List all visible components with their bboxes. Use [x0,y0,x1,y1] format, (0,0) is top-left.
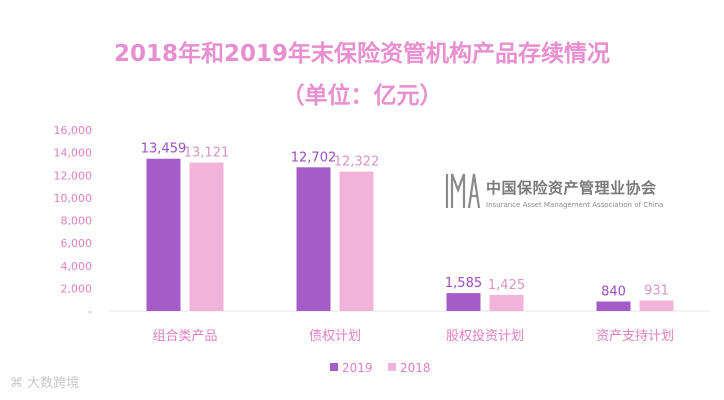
bar-2018-1 [189,162,224,311]
bar-2019-3 [446,293,481,311]
y-tick-label: 6,000 [61,237,93,250]
y-tick-label: 14,000 [54,147,93,160]
association-name-en: Insurance Asset Management Association o… [486,201,664,209]
y-tick-label: 10,000 [54,192,93,205]
iamac-logo-icon [445,173,481,209]
watermark: ⌘ 大数跨境 [10,372,79,391]
bar-2019-2 [296,167,331,311]
x-tick-label: 资产支持计划 [596,329,674,344]
x-tick-label: 债权计划 [309,328,361,344]
y-tick-label: 2,000 [61,282,93,295]
chart-title: 2018年和2019年末保险资管机构产品存续情况 [113,41,611,67]
data-label-2018-3: 1,425 [488,278,525,293]
data-label-2019-2: 12,702 [291,150,337,165]
bar-2018-4 [639,300,674,311]
data-label-2018-4: 931 [644,283,669,298]
association-logo: 中国保险资产管理业协会 Insurance Asset Management A… [486,177,663,209]
association-name-cn: 中国保险资产管理业协会 [486,179,657,197]
bar-2019-1 [146,158,181,311]
x-tick-label: 组合类产品 [152,329,217,344]
legend-label-2018: 2018 [400,361,431,375]
legend-swatch-2018 [388,363,396,371]
data-label-2018-2: 12,322 [334,155,380,170]
data-label-2019-1: 13,459 [141,142,187,157]
y-tick-label: 12,000 [54,169,93,182]
wechat-icon: ⌘ [10,376,23,391]
bar-2018-3 [489,294,524,311]
bar-2018-2 [339,171,374,311]
y-tick-label: 4,000 [61,260,93,273]
y-tick-label: 16,000 [54,124,93,137]
legend-swatch-2019 [330,363,338,371]
bar-2019-4 [596,301,631,311]
data-label-2019-4: 840 [601,284,626,299]
data-label-2018-1: 13,121 [184,146,230,161]
y-tick-label: 8,000 [61,215,93,228]
watermark-text: 大数跨境 [27,376,80,391]
x-tick-label: 股权投资计划 [446,328,524,344]
chart-subtitle: （单位：亿元） [281,83,443,109]
y-tick-label: - [88,305,92,318]
legend-label-2019: 2019 [342,361,373,375]
data-label-2019-3: 1,585 [445,276,482,291]
